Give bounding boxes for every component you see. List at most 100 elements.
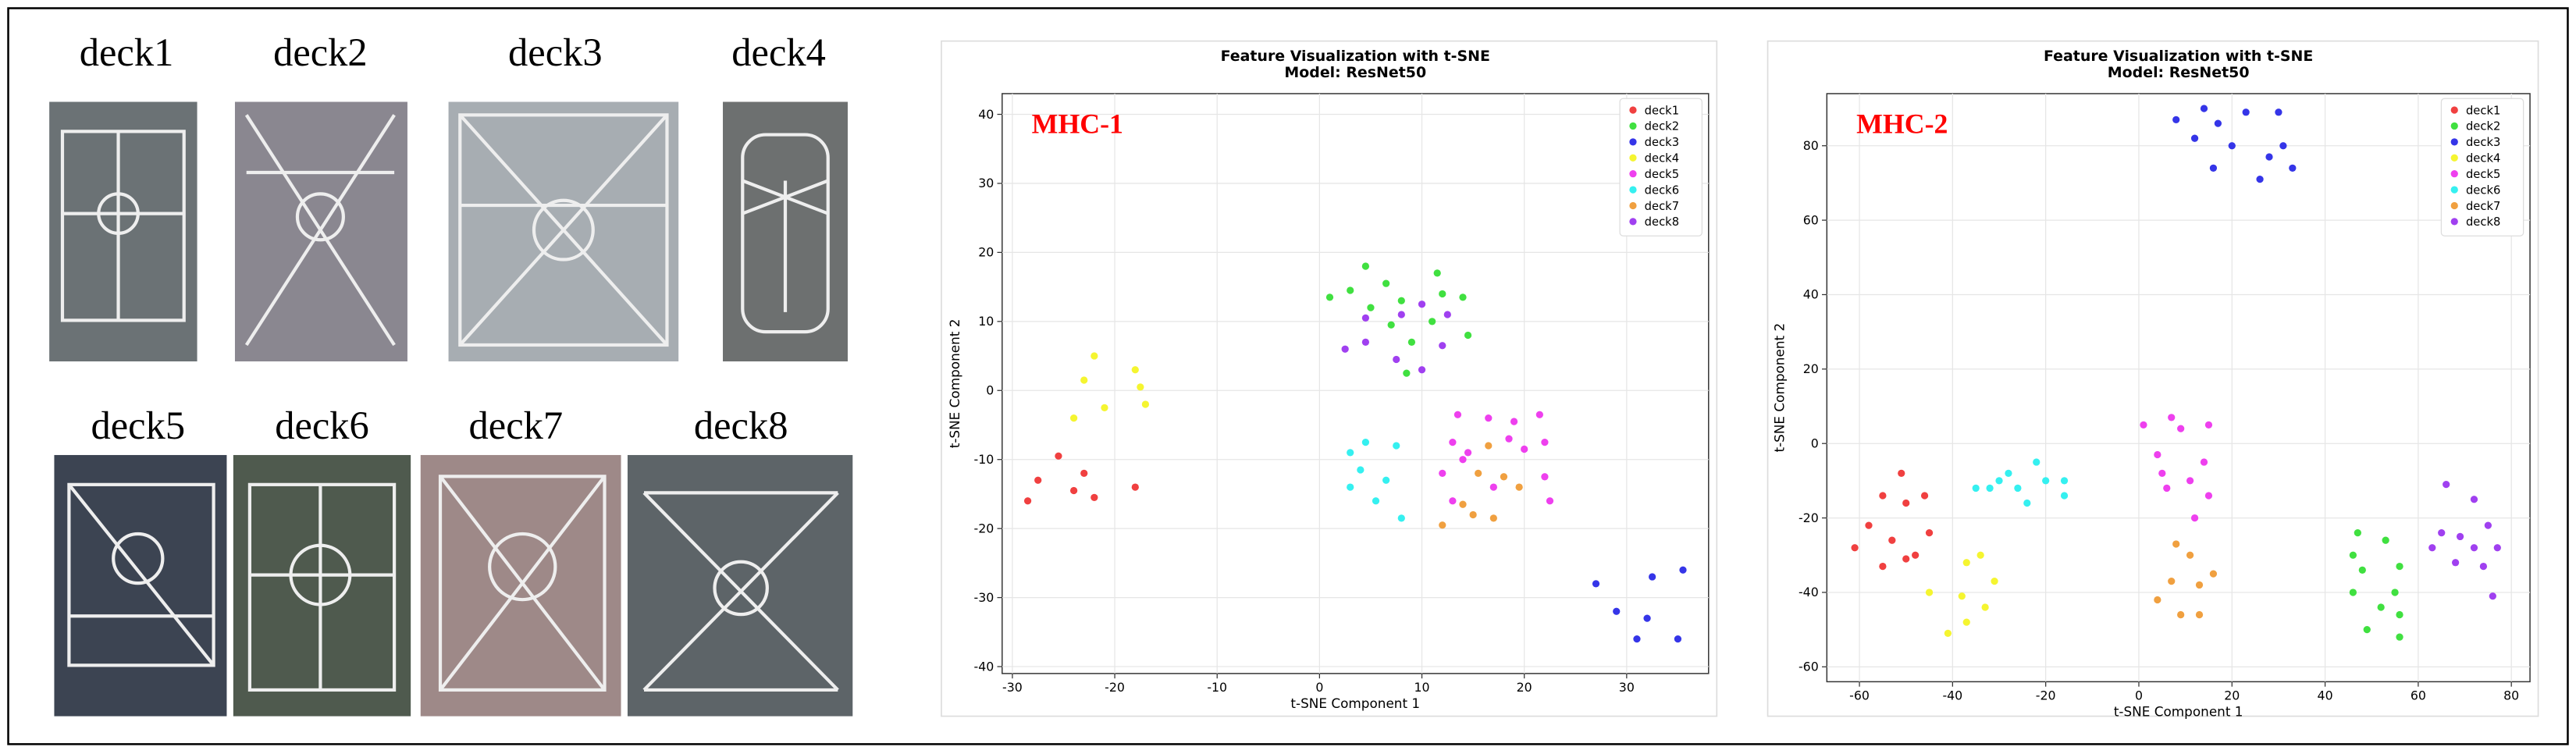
point [1407, 338, 1416, 346]
chart-subtitle: Model: ResNet50 [2108, 64, 2250, 81]
point [1679, 566, 1687, 574]
x-tick-label: -20 [1105, 680, 1125, 695]
legend-marker [1629, 154, 1637, 162]
point [1347, 286, 1354, 294]
x-tick-label: -20 [2036, 688, 2056, 703]
point [2377, 603, 2385, 611]
point [1459, 293, 1467, 301]
point [2443, 481, 2450, 489]
point [2451, 559, 2460, 567]
point [2279, 142, 2287, 150]
y-tick-label: 60 [1803, 212, 1819, 227]
point [2396, 610, 2403, 619]
point [1475, 469, 1482, 478]
point [2484, 521, 2492, 529]
point [2154, 596, 2161, 604]
legend-marker [1629, 201, 1637, 210]
point [2275, 108, 2282, 116]
x-tick-label: 10 [1414, 680, 1430, 695]
point [1397, 311, 1405, 318]
point [2168, 414, 2176, 421]
point [1510, 418, 1518, 425]
point [2209, 570, 2218, 578]
legend-marker [1629, 170, 1637, 178]
x-tick-label: -40 [1942, 688, 1962, 703]
legend-label: deck5 [1645, 168, 1679, 181]
point [1091, 352, 1098, 360]
deck-photo [627, 454, 853, 717]
point [2428, 544, 2436, 552]
point [2363, 626, 2371, 634]
point [2391, 589, 2399, 596]
point [1505, 435, 1513, 443]
legend-marker [1629, 186, 1637, 194]
point [1449, 438, 1457, 446]
point [1464, 449, 1472, 457]
panel-label: deck1 [80, 30, 174, 74]
deck-photo [49, 101, 197, 362]
point [1991, 578, 1998, 585]
point [2154, 450, 2161, 459]
x-tick-label: 20 [2224, 688, 2240, 703]
point [1449, 497, 1457, 505]
legend-label: deck2 [2466, 120, 2500, 133]
y-tick-label: 30 [978, 176, 994, 190]
point [1515, 483, 1523, 491]
point [1925, 529, 1934, 537]
point [2200, 105, 2208, 112]
point [1141, 400, 1150, 408]
point [1962, 559, 1970, 567]
point [2172, 540, 2180, 548]
point [1459, 500, 1467, 508]
point [2265, 153, 2273, 161]
legend-label: deck4 [1645, 152, 1679, 165]
point [1976, 551, 1984, 559]
point [2349, 589, 2357, 596]
point [2014, 484, 2022, 493]
legend-label: deck8 [1645, 215, 1679, 229]
legend-label: deck1 [1645, 104, 1679, 117]
point [1347, 449, 1354, 457]
point [1902, 555, 1910, 563]
legend-label: deck6 [2466, 183, 2500, 197]
y-tick-label: 20 [978, 245, 994, 260]
chart-subtitle: Model: ResNet50 [1284, 64, 1426, 81]
point [2190, 134, 2199, 142]
point [1879, 492, 1887, 500]
point [2289, 164, 2297, 172]
point [1613, 607, 1621, 615]
point [2186, 551, 2194, 559]
point [2172, 116, 2180, 123]
legend-label: deck7 [2466, 200, 2500, 213]
legend-marker [1629, 106, 1637, 114]
legend-marker [1629, 138, 1637, 146]
point [2470, 496, 2478, 503]
point [1361, 262, 1370, 270]
x-tick-label: -30 [1002, 680, 1023, 695]
panel-label: deck8 [694, 404, 788, 447]
legend: deck1 deck2 deck3 deck4 deck5 deck6 deck7 deck8 [1619, 98, 1703, 237]
panel-label: deck7 [469, 404, 564, 447]
legend-label: deck5 [2466, 168, 2500, 181]
y-tick-label: -10 [974, 452, 994, 467]
y-tick-label: 10 [978, 314, 994, 329]
point [1361, 338, 1370, 346]
deck-photo [233, 454, 411, 717]
point [2033, 458, 2041, 466]
point [1382, 476, 1390, 484]
point [2140, 421, 2147, 429]
point [2177, 425, 2185, 432]
point [2163, 484, 2171, 493]
y-tick-label: 40 [1803, 287, 1819, 302]
point [1912, 551, 1920, 559]
legend-label: deck7 [1645, 200, 1679, 213]
plot-area [1002, 93, 1710, 674]
point [2214, 119, 2222, 127]
legend-marker [1629, 122, 1637, 130]
point [1372, 497, 1380, 505]
point [1055, 452, 1062, 460]
x-tick-label: 0 [2135, 688, 2143, 703]
y-tick-label: -20 [974, 521, 994, 535]
point [2060, 492, 2069, 500]
